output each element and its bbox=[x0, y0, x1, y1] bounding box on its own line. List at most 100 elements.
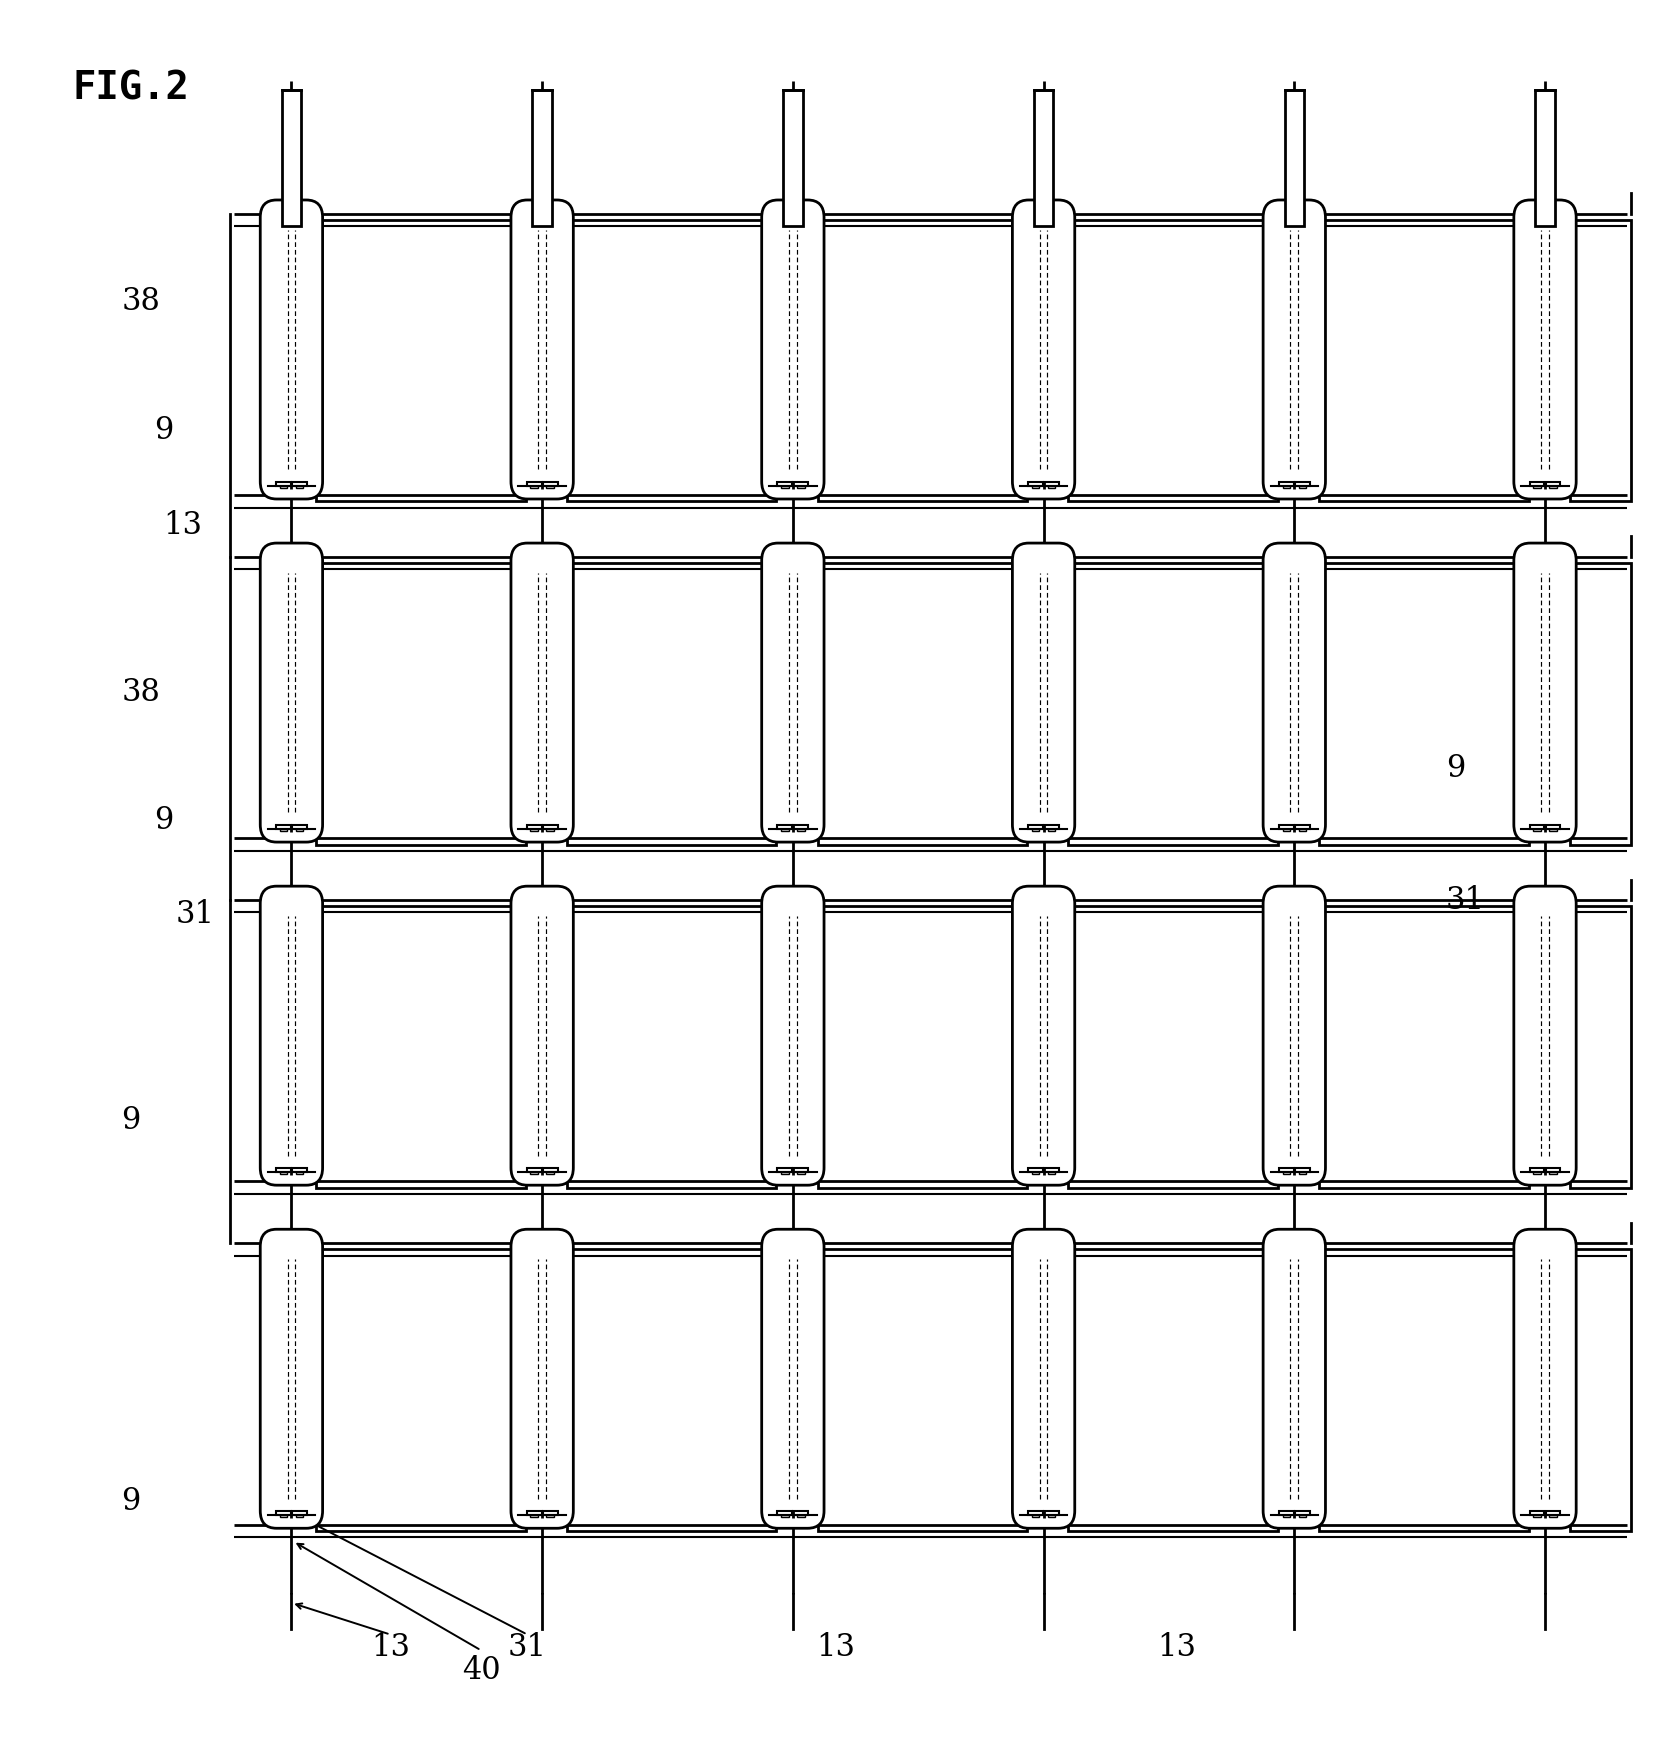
Bar bbox=[781, 1515, 788, 1517]
Bar bbox=[543, 826, 558, 829]
Bar bbox=[1294, 1512, 1309, 1515]
Bar bbox=[546, 1173, 554, 1175]
Text: 31: 31 bbox=[175, 898, 215, 930]
Bar bbox=[781, 1173, 788, 1175]
Bar bbox=[1048, 1173, 1056, 1175]
Bar bbox=[1546, 1168, 1561, 1173]
Bar bbox=[1048, 487, 1056, 489]
Bar bbox=[568, 220, 776, 503]
Bar bbox=[1044, 1168, 1059, 1173]
Bar bbox=[1279, 1168, 1294, 1173]
Bar bbox=[1048, 1515, 1056, 1517]
Bar bbox=[1279, 482, 1294, 487]
Bar bbox=[1569, 220, 1630, 503]
Bar bbox=[526, 826, 541, 829]
FancyBboxPatch shape bbox=[1263, 201, 1326, 499]
FancyBboxPatch shape bbox=[260, 887, 323, 1185]
Bar bbox=[568, 1249, 776, 1531]
Bar bbox=[1031, 1515, 1039, 1517]
Bar bbox=[1319, 220, 1529, 503]
Bar bbox=[543, 482, 558, 487]
Bar bbox=[1536, 90, 1554, 228]
Bar bbox=[1028, 482, 1043, 487]
Bar bbox=[1294, 826, 1309, 829]
Bar bbox=[1569, 1249, 1630, 1531]
Text: 31: 31 bbox=[1446, 884, 1485, 916]
Bar bbox=[798, 1515, 804, 1517]
Bar bbox=[778, 1168, 793, 1173]
Bar bbox=[818, 907, 1028, 1187]
Bar bbox=[296, 1173, 303, 1175]
FancyBboxPatch shape bbox=[260, 201, 323, 499]
Bar bbox=[296, 1515, 303, 1517]
FancyBboxPatch shape bbox=[511, 201, 573, 499]
Bar bbox=[1529, 1168, 1544, 1173]
FancyBboxPatch shape bbox=[1013, 543, 1074, 843]
Bar bbox=[1569, 564, 1630, 845]
FancyBboxPatch shape bbox=[1263, 887, 1326, 1185]
FancyBboxPatch shape bbox=[511, 1230, 573, 1528]
FancyBboxPatch shape bbox=[761, 1230, 824, 1528]
Bar bbox=[793, 1512, 808, 1515]
Bar bbox=[1028, 1168, 1043, 1173]
Bar bbox=[543, 1512, 558, 1515]
Text: 38: 38 bbox=[121, 286, 161, 318]
Bar bbox=[291, 482, 306, 487]
FancyBboxPatch shape bbox=[1514, 201, 1576, 499]
Bar bbox=[1533, 829, 1541, 831]
Bar bbox=[316, 1249, 526, 1531]
Bar bbox=[1549, 1515, 1557, 1517]
FancyBboxPatch shape bbox=[761, 887, 824, 1185]
Bar bbox=[1283, 1173, 1289, 1175]
FancyBboxPatch shape bbox=[1514, 543, 1576, 843]
Bar bbox=[798, 1173, 804, 1175]
Bar bbox=[1294, 482, 1309, 487]
Bar bbox=[530, 1515, 538, 1517]
Bar bbox=[778, 482, 793, 487]
Bar bbox=[793, 482, 808, 487]
Bar bbox=[1546, 826, 1561, 829]
Text: 9: 9 bbox=[1446, 751, 1465, 783]
Text: FIG.2: FIG.2 bbox=[73, 69, 189, 108]
Bar bbox=[1319, 907, 1529, 1187]
Bar bbox=[1299, 1173, 1306, 1175]
Bar bbox=[783, 90, 803, 228]
Bar bbox=[1031, 1173, 1039, 1175]
Text: 9: 9 bbox=[121, 1485, 141, 1517]
Bar bbox=[1048, 829, 1056, 831]
Bar bbox=[1034, 90, 1053, 228]
Bar bbox=[1529, 482, 1544, 487]
Bar bbox=[1279, 826, 1294, 829]
FancyBboxPatch shape bbox=[1013, 887, 1074, 1185]
Text: 9: 9 bbox=[154, 415, 174, 446]
Bar bbox=[280, 1515, 286, 1517]
Bar bbox=[530, 829, 538, 831]
Bar bbox=[568, 564, 776, 845]
Bar bbox=[778, 826, 793, 829]
Bar bbox=[281, 90, 301, 228]
FancyBboxPatch shape bbox=[1514, 887, 1576, 1185]
Bar bbox=[526, 482, 541, 487]
Bar bbox=[1533, 487, 1541, 489]
FancyBboxPatch shape bbox=[260, 543, 323, 843]
FancyBboxPatch shape bbox=[511, 887, 573, 1185]
Bar bbox=[781, 829, 788, 831]
Bar bbox=[526, 1512, 541, 1515]
Bar bbox=[1069, 564, 1278, 845]
Bar bbox=[316, 564, 526, 845]
Bar bbox=[1044, 826, 1059, 829]
Bar bbox=[1546, 482, 1561, 487]
Bar bbox=[1549, 829, 1557, 831]
Bar bbox=[1533, 1173, 1541, 1175]
Bar bbox=[316, 220, 526, 503]
Text: 13: 13 bbox=[162, 510, 202, 540]
Bar bbox=[546, 829, 554, 831]
Bar bbox=[546, 1515, 554, 1517]
Bar bbox=[1283, 1515, 1289, 1517]
Text: 31: 31 bbox=[508, 1632, 546, 1662]
Bar bbox=[1279, 1512, 1294, 1515]
FancyBboxPatch shape bbox=[511, 543, 573, 843]
Bar bbox=[1069, 1249, 1278, 1531]
Bar bbox=[798, 487, 804, 489]
Bar bbox=[1044, 1512, 1059, 1515]
